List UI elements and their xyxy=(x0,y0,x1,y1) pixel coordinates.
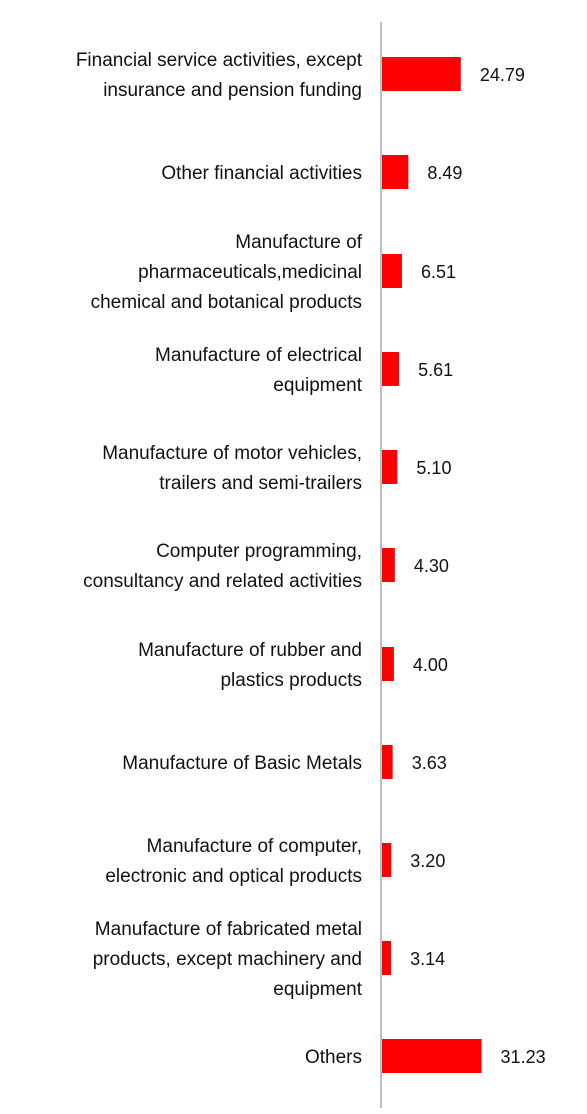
category-label: Manufacture of rubber and plastics produc… xyxy=(138,640,362,691)
category-label-line: Manufacture of motor vehicles, xyxy=(102,443,362,464)
bar xyxy=(381,548,395,582)
category-label-line: Manufacture of rubber and xyxy=(138,640,362,661)
value-label: 3.14 xyxy=(410,949,445,969)
bar xyxy=(381,155,409,189)
category-label-line: Manufacture of xyxy=(235,232,362,253)
bar xyxy=(381,450,398,484)
bars-group xyxy=(381,57,482,1073)
category-label: Manufacture of electrical equipment xyxy=(155,345,363,396)
bar xyxy=(381,57,461,91)
category-label-line: Financial service activities, except xyxy=(76,50,363,71)
category-label: Financial service activities, except insu… xyxy=(76,50,363,101)
category-label-line: Computer programming, xyxy=(156,541,362,562)
category-label: Other financial activities xyxy=(161,163,362,184)
bar xyxy=(381,1039,482,1073)
category-label-line: Manufacture of electrical xyxy=(155,345,362,366)
category-label-line: equipment xyxy=(273,375,362,396)
category-label-line: electronic and optical products xyxy=(105,866,362,887)
category-label-line: Others xyxy=(305,1047,362,1068)
category-label-line: trailers and semi-trailers xyxy=(159,473,362,494)
value-label: 24.79 xyxy=(480,65,525,85)
category-label: Manufacture of computer, electronic and o… xyxy=(105,836,362,887)
value-label: 6.51 xyxy=(421,262,456,282)
category-label-line: Other financial activities xyxy=(161,163,362,184)
bar xyxy=(381,352,400,386)
bar xyxy=(381,647,394,681)
value-labels-group: 24.79 8.49 6.51 5.61 5.10 4.30 4.00 3.63 3.20 3.1… xyxy=(410,65,545,1067)
bar xyxy=(381,941,392,975)
category-label: Others xyxy=(305,1047,362,1068)
value-label: 5.61 xyxy=(418,360,453,380)
value-label: 3.20 xyxy=(410,851,445,871)
bar xyxy=(381,745,393,779)
category-label-line: consultancy and related activities xyxy=(83,571,362,592)
category-labels-group: Financial service activities, except insu… xyxy=(76,50,363,1068)
category-label: Manufacture of fabricated metal products,… xyxy=(93,919,363,1000)
category-label: Manufacture of Basic Metals xyxy=(122,753,362,774)
category-label-line: Manufacture of fabricated metal xyxy=(95,919,362,940)
value-label: 31.23 xyxy=(501,1047,546,1067)
category-label: Manufacture of motor vehicles, trailers a… xyxy=(102,443,362,494)
value-label: 4.30 xyxy=(414,556,449,576)
category-label-line: chemical and botanical products xyxy=(91,292,362,313)
value-label: 4.00 xyxy=(413,655,448,675)
category-label-line: Manufacture of computer, xyxy=(147,836,362,857)
category-label-line: pharmaceuticals,medicinal xyxy=(138,262,362,283)
bar xyxy=(381,254,402,288)
category-label: Manufacture of pharmaceuticals,medicinal c… xyxy=(91,232,363,313)
category-label-line: plastics products xyxy=(220,670,362,691)
category-label-line: Manufacture of Basic Metals xyxy=(122,753,362,774)
value-label: 8.49 xyxy=(427,163,462,183)
bar xyxy=(381,843,392,877)
category-label: Computer programming, consultancy and rel… xyxy=(83,541,362,592)
value-label: 3.63 xyxy=(412,753,447,773)
category-label-line: equipment xyxy=(273,979,362,1000)
category-label-line: products, except machinery and xyxy=(93,949,362,970)
category-label-line: insurance and pension funding xyxy=(103,80,362,101)
value-label: 5.10 xyxy=(416,458,451,478)
